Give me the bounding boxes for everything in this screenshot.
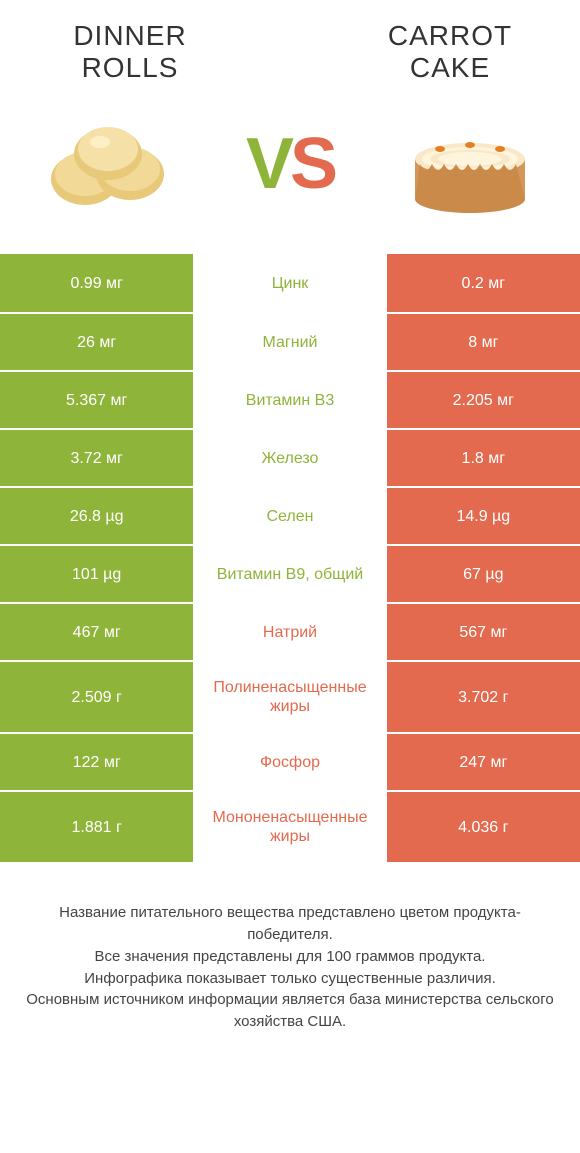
right-value: 3.702 г xyxy=(387,662,580,732)
right-value: 247 мг xyxy=(387,734,580,790)
left-value: 2.509 г xyxy=(0,662,193,732)
footnote-line: Название питательного вещества представл… xyxy=(20,902,560,946)
table-row: 122 мгФосфор247 мг xyxy=(0,732,580,790)
nutrient-label: Витамин B3 xyxy=(193,372,386,428)
nutrient-label: Натрий xyxy=(193,604,386,660)
table-row: 101 µgВитамин B9, общий67 µg xyxy=(0,544,580,602)
right-value: 2.205 мг xyxy=(387,372,580,428)
carrot-cake-icon xyxy=(390,104,550,224)
footnote-line: Все значения представлены для 100 граммо… xyxy=(20,946,560,968)
left-value: 5.367 мг xyxy=(0,372,193,428)
dinner-rolls-icon xyxy=(30,104,190,224)
nutrient-label: Мононенасыщенные жиры xyxy=(193,792,386,862)
right-value: 4.036 г xyxy=(387,792,580,862)
footnote-line: Основным источником информации является … xyxy=(20,989,560,1033)
right-food-title: CARROTCAKE xyxy=(360,20,540,84)
left-value: 122 мг xyxy=(0,734,193,790)
right-value: 567 мг xyxy=(387,604,580,660)
nutrient-label: Витамин B9, общий xyxy=(193,546,386,602)
left-value: 3.72 мг xyxy=(0,430,193,486)
table-row: 467 мгНатрий567 мг xyxy=(0,602,580,660)
footnote: Название питательного вещества представл… xyxy=(0,862,580,1033)
header: DINNERROLLS CARROTCAKE xyxy=(0,0,580,94)
table-row: 3.72 мгЖелезо1.8 мг xyxy=(0,428,580,486)
right-value: 67 µg xyxy=(387,546,580,602)
left-value: 1.881 г xyxy=(0,792,193,862)
table-row: 0.99 мгЦинк0.2 мг xyxy=(0,254,580,312)
left-value: 101 µg xyxy=(0,546,193,602)
left-value: 26 мг xyxy=(0,314,193,370)
footnote-line: Инфографика показывает только существенн… xyxy=(20,968,560,990)
table-row: 1.881 гМононенасыщенные жиры4.036 г xyxy=(0,790,580,862)
vs-v: V xyxy=(246,124,290,204)
table-row: 5.367 мгВитамин B32.205 мг xyxy=(0,370,580,428)
table-row: 26.8 µgСелен14.9 µg xyxy=(0,486,580,544)
left-value: 0.99 мг xyxy=(0,254,193,312)
right-value: 14.9 µg xyxy=(387,488,580,544)
table-row: 26 мгМагний8 мг xyxy=(0,312,580,370)
left-value: 26.8 µg xyxy=(0,488,193,544)
left-food-title: DINNERROLLS xyxy=(40,20,220,84)
nutrient-label: Железо xyxy=(193,430,386,486)
right-value: 1.8 мг xyxy=(387,430,580,486)
left-value: 467 мг xyxy=(0,604,193,660)
vs-s: S xyxy=(290,124,334,204)
nutrient-label: Полиненасыщенные жиры xyxy=(193,662,386,732)
nutrient-label: Фосфор xyxy=(193,734,386,790)
comparison-table: 0.99 мгЦинк0.2 мг26 мгМагний8 мг5.367 мг… xyxy=(0,254,580,862)
nutrient-label: Цинк xyxy=(193,254,386,312)
images-row: VS xyxy=(0,94,580,254)
vs-label: VS xyxy=(246,123,334,205)
right-value: 0.2 мг xyxy=(387,254,580,312)
table-row: 2.509 гПолиненасыщенные жиры3.702 г xyxy=(0,660,580,732)
right-value: 8 мг xyxy=(387,314,580,370)
nutrient-label: Селен xyxy=(193,488,386,544)
nutrient-label: Магний xyxy=(193,314,386,370)
